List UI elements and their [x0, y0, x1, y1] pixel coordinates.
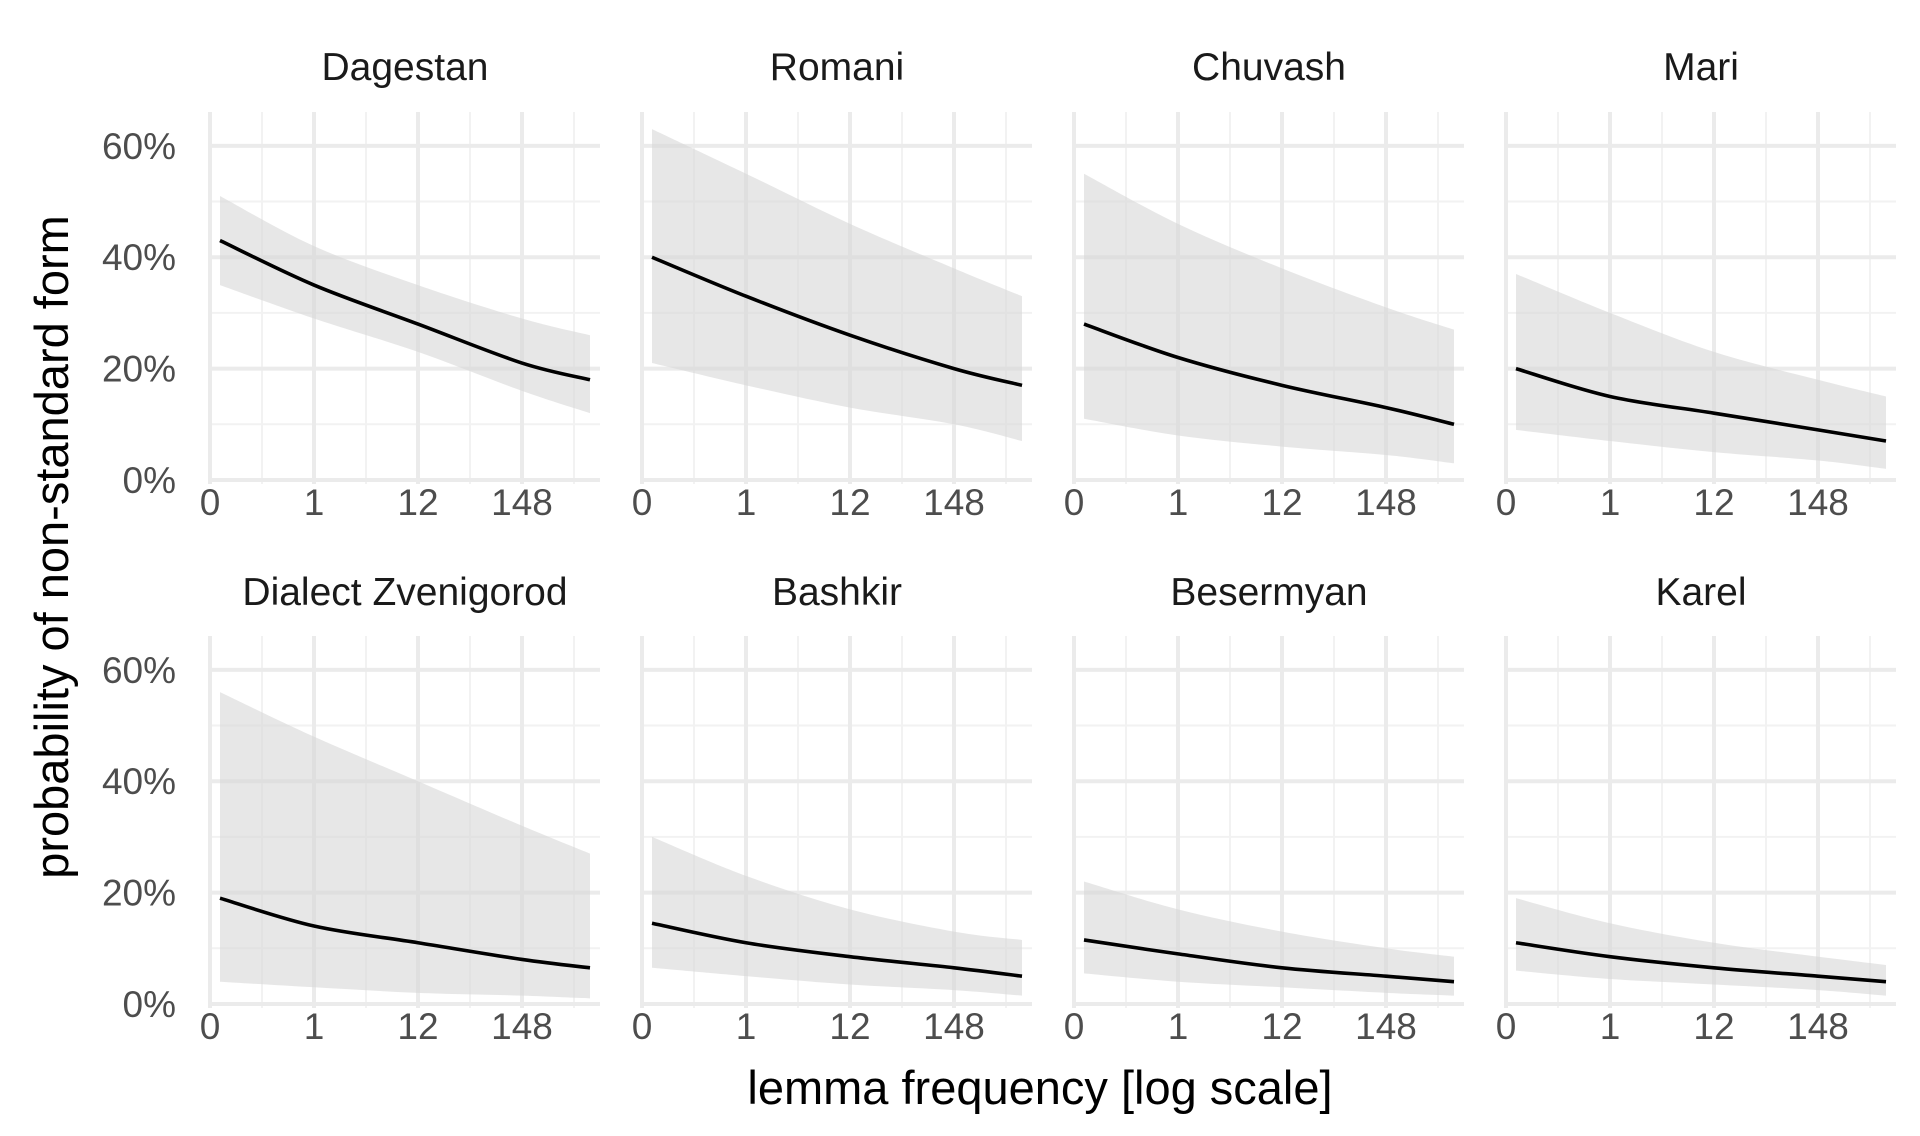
x-tick-label: 12 [1261, 482, 1302, 523]
facet-title: Chuvash [1192, 46, 1346, 89]
y-tick-label: 20% [102, 349, 176, 390]
x-tick-label: 0 [632, 1006, 653, 1047]
x-tick-label: 1 [304, 1006, 325, 1047]
estimate-line [651, 921, 1023, 978]
x-tick-label: 0 [1496, 1006, 1517, 1047]
facet-panel: Chuvash 0 1 12 148 [1064, 46, 1464, 523]
estimate-line [1515, 366, 1887, 443]
x-tick-label: 1 [304, 482, 325, 523]
y-tick-label: 0% [123, 460, 176, 501]
x-tick-label: 148 [1787, 1006, 1849, 1047]
facet-title: Dialect Zvenigorod [242, 571, 567, 614]
x-tick-label: 148 [491, 1006, 553, 1047]
confidence-band [652, 836, 1022, 996]
x-tick-label: 148 [923, 482, 985, 523]
confidence-band [1516, 898, 1886, 996]
y-tick-label: 40% [102, 761, 176, 802]
x-tick-label: 148 [1787, 482, 1849, 523]
confidence-band [1516, 273, 1886, 469]
y-tick-label: 0% [123, 984, 176, 1025]
facet-title: Mari [1663, 46, 1739, 89]
estimate-line [1083, 322, 1455, 427]
facet-title: Dagestan [322, 46, 489, 89]
estimate-line [219, 896, 591, 970]
x-tick-label: 12 [1693, 1006, 1734, 1047]
x-tick-label: 1 [1168, 482, 1189, 523]
y-tick-label: 60% [102, 650, 176, 691]
y-tick-label: 20% [102, 873, 176, 914]
estimate-line [1515, 940, 1887, 984]
confidence-band [1084, 881, 1454, 996]
x-tick-label: 148 [1355, 1006, 1417, 1047]
estimate-line [651, 255, 1023, 388]
x-tick-label: 1 [1600, 482, 1621, 523]
x-tick-label: 1 [1168, 1006, 1189, 1047]
x-tick-label: 12 [397, 482, 438, 523]
confidence-band [1084, 173, 1454, 464]
facet-panel: Mari 0 1 12 148 [1496, 46, 1896, 523]
x-tick-label: 0 [200, 1006, 221, 1047]
facet-panel: Romani 0 1 12 148 [632, 46, 1032, 523]
facet-title: Romani [770, 46, 904, 89]
x-tick-label: 12 [1693, 482, 1734, 523]
facet-title: Bashkir [772, 571, 902, 614]
facet-panel: Karel 0 1 12 148 [1496, 571, 1896, 1047]
x-tick-label: 1 [736, 482, 757, 523]
x-axis-title: lemma frequency [log scale] [747, 1061, 1332, 1114]
x-tick-label: 148 [1355, 482, 1417, 523]
x-tick-label: 1 [1600, 1006, 1621, 1047]
estimate-line [1083, 938, 1455, 984]
confidence-band [220, 692, 590, 999]
confidence-band [220, 195, 590, 414]
x-tick-label: 148 [923, 1006, 985, 1047]
facet-panel: Dialect Zvenigorod 0 1 12 148 0% 20% 40% 60% [102, 571, 600, 1047]
facet-title: Karel [1655, 571, 1746, 614]
facet-panel: Besermyan 0 1 12 148 [1064, 571, 1464, 1047]
x-tick-label: 12 [829, 482, 870, 523]
y-axis-title: probability of non-standard form [25, 215, 78, 879]
y-tick-label: 40% [102, 237, 176, 278]
x-tick-label: 0 [1496, 482, 1517, 523]
x-tick-label: 12 [1261, 1006, 1302, 1047]
x-tick-label: 0 [632, 482, 653, 523]
facet-panel: Dagestan 0 1 12 148 0% 20% 40% 60% [102, 46, 600, 523]
x-tick-label: 12 [397, 1006, 438, 1047]
x-tick-label: 0 [200, 482, 221, 523]
y-tick-label: 60% [102, 126, 176, 167]
facet-title: Besermyan [1170, 571, 1367, 614]
estimate-line [219, 238, 591, 382]
x-tick-label: 1 [736, 1006, 757, 1047]
x-tick-label: 12 [829, 1006, 870, 1047]
x-tick-label: 0 [1064, 482, 1085, 523]
x-tick-label: 0 [1064, 1006, 1085, 1047]
facet-panel: Bashkir 0 1 12 148 [632, 571, 1032, 1047]
x-tick-label: 148 [491, 482, 553, 523]
